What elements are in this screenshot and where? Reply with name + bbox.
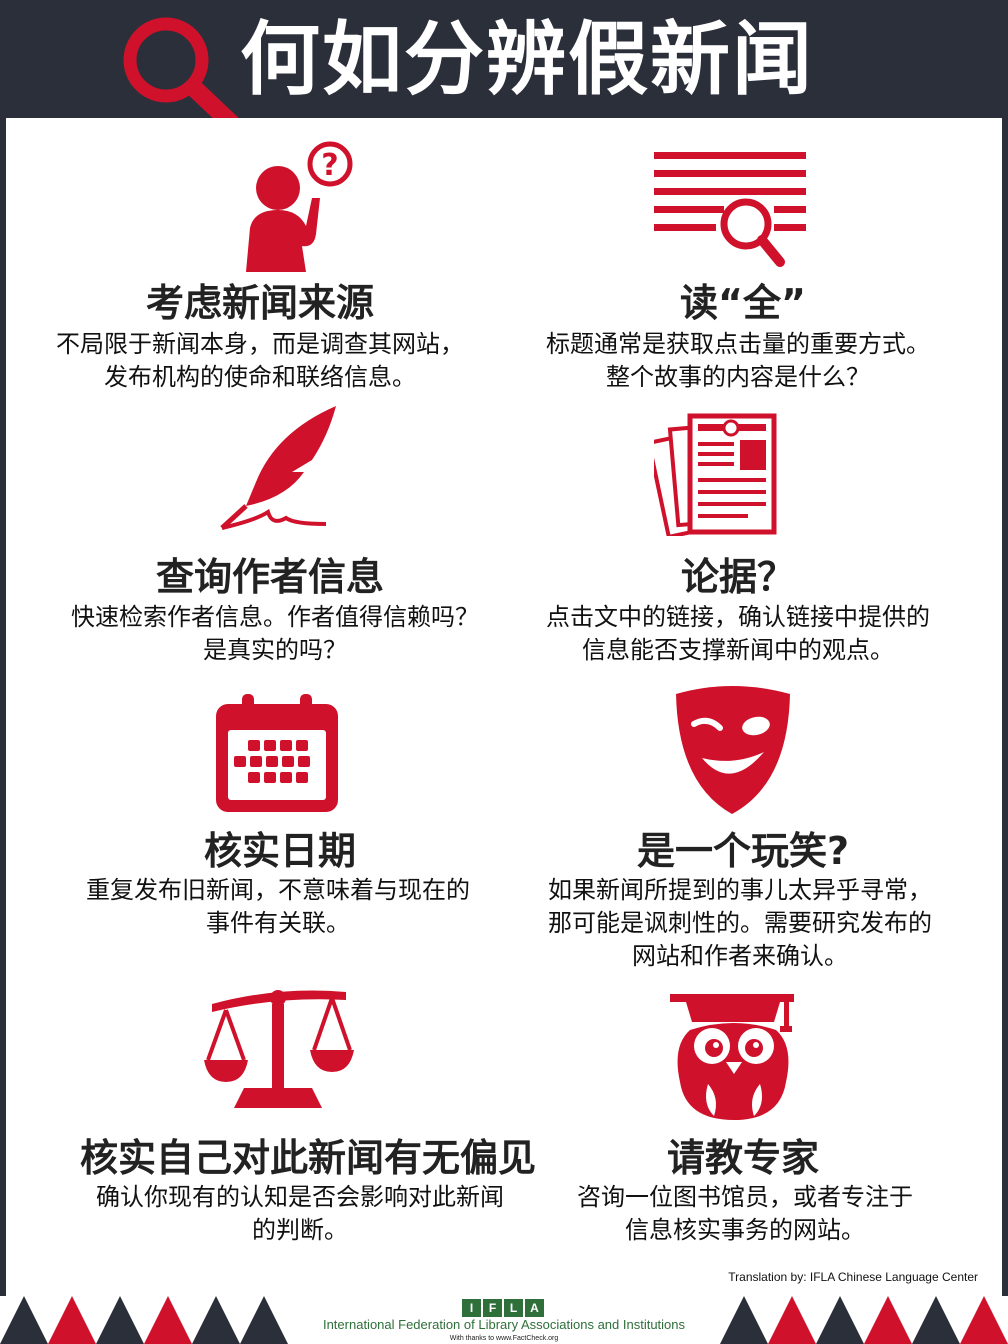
tip-heading-joke: 是一个玩笑? bbox=[636, 829, 850, 873]
content-panel bbox=[6, 118, 1002, 1304]
tip-description-source: 不局限于新闻本身，而是调查其网站， 发布机构的使命和联络信息。 bbox=[56, 330, 464, 391]
tip-heading-bias: 核实自己对此新闻有无偏见 bbox=[79, 1136, 536, 1180]
logo-letter: I bbox=[462, 1299, 481, 1317]
documents-icon bbox=[654, 413, 777, 536]
logo-letter: A bbox=[525, 1299, 544, 1317]
graduate-owl-icon bbox=[670, 994, 794, 1120]
organization-name: International Federation of Library Asso… bbox=[322, 1317, 686, 1332]
translation-credit: Translation by: IFLA Chinese Language Ce… bbox=[728, 1270, 978, 1284]
scales-icon bbox=[204, 990, 354, 1108]
tip-heading-source: 考虑新闻来源 bbox=[145, 281, 374, 325]
logo-letter: F bbox=[483, 1299, 502, 1317]
tip-heading-expert: 请教专家 bbox=[666, 1136, 819, 1180]
page-title: 何如分辨假新闻 bbox=[240, 13, 814, 106]
triangle-pattern-right bbox=[720, 1296, 1008, 1344]
tip-description-evidence: 点击文中的链接，确认链接中提供的 信息能否支撑新闻中的观点。 bbox=[546, 603, 930, 664]
triangle-pattern-left bbox=[0, 1296, 288, 1344]
tip-description-bias: 确认你现有的认知是否会影响对此新闻 的判断。 bbox=[96, 1183, 504, 1244]
tip-description-expert: 咨询一位图书馆员，或者专注于 信息核实事务的网站。 bbox=[577, 1183, 913, 1244]
thinking-person-icon: ? bbox=[246, 141, 353, 272]
logo-letter: L bbox=[504, 1299, 523, 1317]
tip-heading-date: 核实日期 bbox=[203, 829, 356, 873]
tip-description-date: 重复发布旧新闻，不意味着与现在的 事件有关联。 bbox=[86, 876, 470, 937]
calendar-icon bbox=[216, 694, 338, 812]
quill-pen-icon bbox=[220, 406, 336, 530]
tip-heading-read-full: 读“全” bbox=[680, 281, 806, 325]
tip-heading-evidence: 论据？ bbox=[680, 555, 795, 599]
tip-description-joke: 如果新闻所提到的事儿太异乎寻常， 那可能是讽刺性的。需要研究发布的 网站和作者来确认… bbox=[548, 876, 932, 970]
tip-heading-author: 查询作者信息 bbox=[155, 555, 384, 599]
joke-mask-icon bbox=[676, 686, 790, 814]
thanks-note: With thanks to www.FactCheck.org bbox=[449, 1335, 559, 1342]
read-magnifier-icon bbox=[654, 152, 806, 267]
tip-description-author: 快速检索作者信息。作者值得信赖吗？ 是真实的吗？ bbox=[71, 603, 479, 664]
magnifier-icon bbox=[123, 17, 241, 133]
svg-text:?: ? bbox=[321, 148, 338, 183]
ifla-logo: I F L A bbox=[462, 1299, 544, 1317]
tip-description-read-full: 标题通常是获取点击量的重要方式。 整个故事的内容是什么？ bbox=[546, 330, 930, 391]
